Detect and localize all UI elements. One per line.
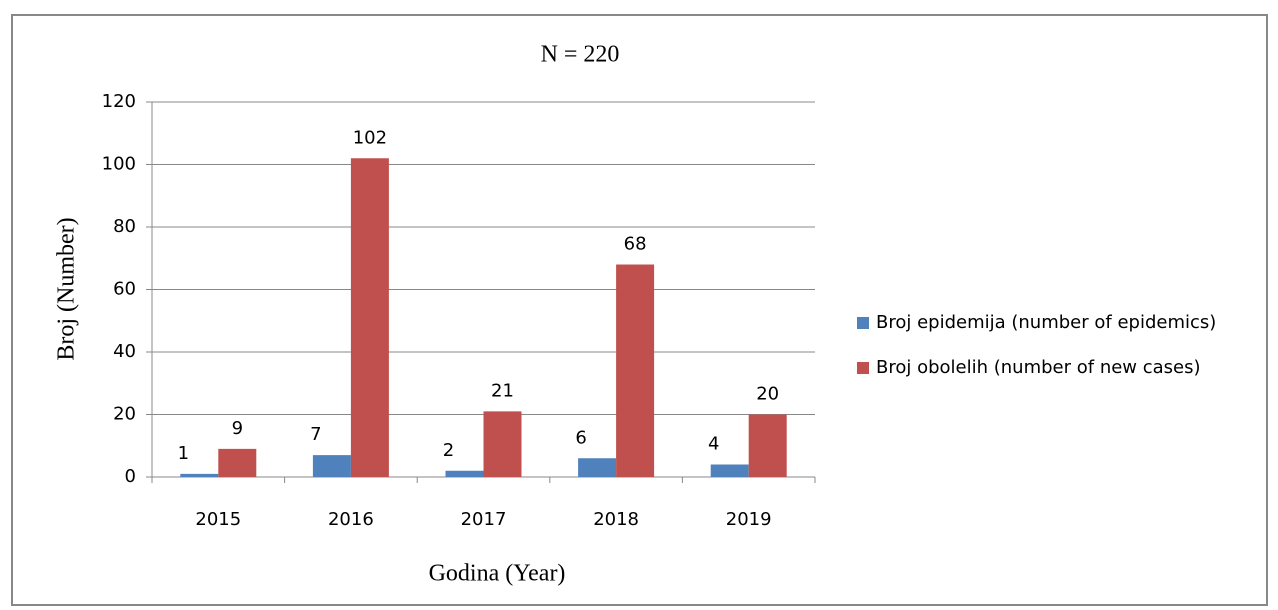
value-label: 4	[708, 434, 719, 455]
y-tick-label: 120	[102, 91, 136, 112]
y-tick-label: 60	[113, 279, 136, 300]
value-label: 102	[353, 127, 387, 148]
bar	[483, 411, 522, 477]
y-tick-label: 100	[102, 154, 136, 175]
x-axis-label: Godina (Year)	[429, 561, 566, 587]
bar	[578, 458, 617, 477]
bar	[312, 455, 351, 477]
y-tick-label: 0	[125, 466, 136, 487]
bar	[180, 473, 219, 477]
y-axis-label: Broj (Number)	[54, 217, 80, 360]
bar	[710, 464, 749, 477]
bar	[218, 448, 257, 477]
legend-label: Broj epidemija (number of epidemics)	[876, 312, 1216, 333]
legend-label: Broj obolelih (number of new cases)	[876, 357, 1201, 378]
legend-swatch	[857, 362, 869, 374]
bar	[350, 158, 389, 477]
value-label: 20	[756, 384, 779, 405]
chart-title: N = 220	[541, 42, 620, 68]
x-tick-label: 2016	[328, 509, 374, 530]
x-tick-label: 2017	[461, 509, 507, 530]
value-label: 7	[310, 424, 321, 445]
legend-swatch	[857, 317, 869, 329]
bar	[445, 470, 484, 477]
value-label: 6	[575, 427, 586, 448]
value-label: 9	[232, 418, 243, 439]
bar	[616, 264, 655, 477]
value-label: 68	[624, 234, 647, 255]
value-label: 21	[491, 380, 514, 401]
y-tick-label: 20	[113, 404, 136, 425]
x-tick-label: 2015	[195, 509, 241, 530]
bar	[748, 414, 787, 477]
y-tick-label: 80	[113, 216, 136, 237]
value-label: 2	[443, 440, 454, 461]
x-tick-label: 2019	[726, 509, 772, 530]
value-label: 1	[178, 443, 189, 464]
x-tick-label: 2018	[593, 509, 639, 530]
y-tick-label: 40	[113, 341, 136, 362]
